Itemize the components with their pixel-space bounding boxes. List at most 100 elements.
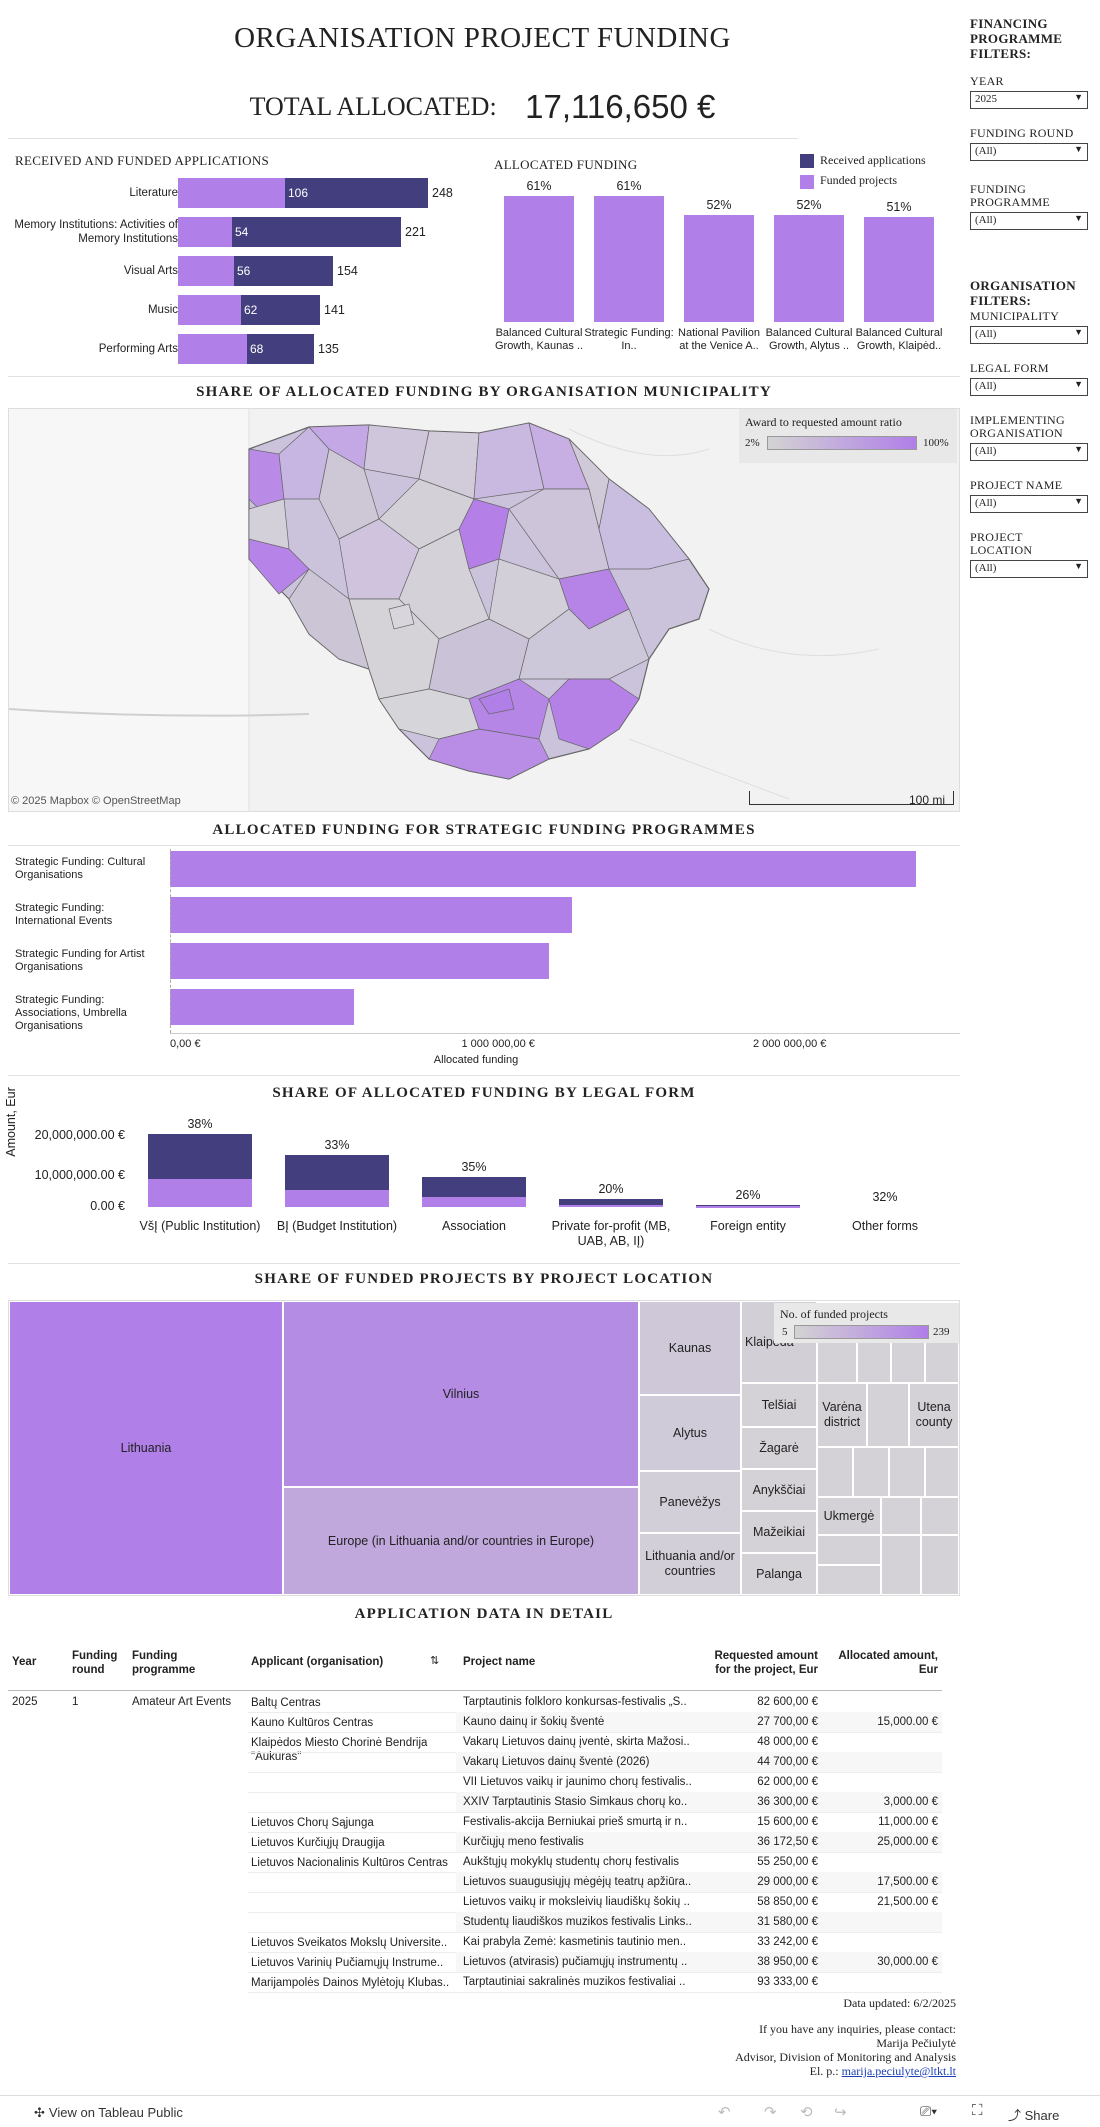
cell-allocated: 25,000.00 € (877, 1836, 938, 1848)
treemap-cell[interactable]: Mažeikiai (741, 1511, 817, 1553)
forward-icon[interactable]: ↪ (834, 2104, 847, 2121)
treemap-cell[interactable] (817, 1535, 881, 1565)
strategic-bar[interactable] (170, 989, 354, 1025)
allocated-bar[interactable] (774, 215, 844, 322)
treemap-cell[interactable]: Vilnius (283, 1301, 639, 1487)
round-select[interactable]: (All) ▼ (970, 143, 1088, 161)
sort-icon[interactable]: ⇅ (430, 1655, 440, 1667)
treemap-cell[interactable]: Alytus (639, 1395, 741, 1471)
treemap-cell[interactable] (881, 1497, 921, 1535)
strategic-bar[interactable] (170, 851, 916, 887)
fullscreen-icon[interactable]: ⛶ (972, 2102, 983, 2119)
treemap-cell[interactable]: Kaunas (639, 1301, 741, 1395)
legal-form-select[interactable]: (All) ▼ (970, 378, 1088, 396)
total-value: 17,116,650 € (525, 88, 716, 125)
treemap-cell[interactable] (921, 1535, 959, 1595)
strategic-tick-label: 2 000 000,00 € (753, 1038, 827, 1050)
treemap-cell[interactable]: Telšiai (741, 1383, 817, 1427)
treemap-cell[interactable] (925, 1341, 959, 1383)
col-round[interactable]: Funding round (72, 1650, 118, 1676)
tableau-logo-icon: ✣ (34, 2105, 45, 2120)
year-label: YEAR (970, 74, 1004, 88)
col-requested[interactable]: Requested amount for the project, Eur (714, 1650, 818, 1676)
treemap-cell[interactable]: Lithuania (9, 1301, 283, 1595)
treemap-legend-min: 5 (782, 1326, 788, 1338)
app-row[interactable]: Music 62 141 (8, 295, 478, 325)
treemap-cell[interactable]: Žagarė (741, 1427, 817, 1469)
legal-funded-bar[interactable] (285, 1190, 389, 1207)
funded-bar[interactable] (178, 217, 232, 247)
treemap-cell[interactable] (925, 1447, 959, 1497)
project-location-treemap[interactable]: Lithuania Vilnius Europe (in Lithuania a… (8, 1300, 960, 1596)
allocated-bar[interactable] (684, 215, 754, 322)
project-name-select[interactable]: (All) ▼ (970, 495, 1088, 513)
applications-title: RECEIVED AND FUNDED APPLICATIONS (15, 153, 270, 168)
treemap-cell[interactable]: Palanga (741, 1553, 817, 1595)
treemap-cell[interactable]: Panevėžys (639, 1471, 741, 1533)
legal-received-bar[interactable] (559, 1199, 663, 1207)
view-on-tableau-button[interactable]: ✣ View on Tableau Public (34, 2105, 183, 2120)
allocated-bar[interactable] (504, 196, 574, 322)
share-button[interactable]: ⤴ Share (1008, 2108, 1060, 2123)
treemap-cell[interactable] (857, 1341, 891, 1383)
implementing-org-select[interactable]: (All) ▼ (970, 443, 1088, 461)
treemap-cell[interactable] (817, 1447, 853, 1497)
municipality-map[interactable]: Award to requested amount ratio 2% 100% … (8, 408, 960, 812)
municipality-select[interactable]: (All) ▼ (970, 326, 1088, 344)
allocated-bar[interactable] (594, 196, 664, 322)
funded-bar[interactable] (178, 295, 241, 325)
treemap-cell[interactable] (921, 1497, 959, 1535)
programme-select[interactable]: (All) ▼ (970, 212, 1088, 230)
legal-funded-bar[interactable] (422, 1197, 526, 1207)
col-programme[interactable]: Funding programme (132, 1650, 196, 1676)
treemap-cell[interactable] (889, 1447, 925, 1497)
map-attribution[interactable]: © 2025 Mapbox © OpenStreetMap (11, 795, 181, 807)
revert-icon[interactable]: ⟲ (800, 2104, 813, 2121)
cell-allocated: 21,500.00 € (877, 1896, 938, 1908)
cell-requested: 15 600,00 € (757, 1816, 818, 1828)
chevron-down-icon: ▼ (1074, 444, 1083, 454)
app-row[interactable]: Literature 106 248 (8, 178, 478, 208)
col-year[interactable]: Year (12, 1656, 37, 1668)
treemap-cell[interactable]: Utena county (909, 1383, 959, 1447)
year-select[interactable]: 2025 ▼ (970, 91, 1088, 109)
page-title: ORGANISATION PROJECT FUNDING (234, 22, 731, 54)
app-row[interactable]: Memory Institutions: Activities of Memor… (8, 217, 478, 247)
treemap-cell[interactable] (891, 1341, 925, 1383)
treemap-cell[interactable]: Varėna district (817, 1383, 867, 1447)
redo-icon[interactable]: ↷ (764, 2104, 777, 2121)
legal-funded-bar[interactable] (148, 1179, 252, 1207)
app-row[interactable]: Performing Arts 68 135 (8, 334, 478, 364)
app-row[interactable]: Visual Arts 56 154 (8, 256, 478, 286)
cell-requested: 58 850,00 € (757, 1896, 818, 1908)
received-value: 221 (405, 225, 426, 239)
funded-bar[interactable] (178, 178, 285, 208)
contact-email-link[interactable]: marija.peciulyte@ltkt.lt (841, 2064, 956, 2078)
treemap-cell[interactable]: Anykščiai (741, 1469, 817, 1511)
treemap-cell[interactable]: Lithuania and/or countries (639, 1533, 741, 1595)
project-location-select[interactable]: (All) ▼ (970, 560, 1088, 578)
funded-bar[interactable] (178, 256, 234, 286)
undo-icon[interactable]: ↶ (718, 2104, 731, 2121)
legal-pct-label: 20% (598, 1182, 624, 1196)
treemap-cell[interactable] (853, 1447, 889, 1497)
treemap-cell[interactable]: Ukmergė (817, 1497, 881, 1535)
treemap-cell[interactable]: Europe (in Lithuania and/or countries in… (283, 1487, 639, 1595)
strategic-bar[interactable] (170, 897, 572, 933)
col-applicant[interactable]: Applicant (organisation) (251, 1656, 384, 1668)
treemap-cell[interactable] (867, 1383, 909, 1447)
funded-bar[interactable] (178, 334, 247, 364)
col-allocated[interactable]: Allocated amount, Eur (838, 1650, 938, 1676)
strategic-bar[interactable] (170, 943, 549, 979)
col-project[interactable]: Project name (463, 1656, 536, 1668)
cell-applicant: Baltų Centras (251, 1697, 321, 1709)
treemap-cell[interactable] (817, 1565, 881, 1595)
treemap-cell[interactable] (881, 1535, 921, 1595)
table-row-bg (456, 1912, 942, 1932)
allocated-bar[interactable] (864, 217, 934, 322)
legal-funded-bar[interactable] (559, 1205, 663, 1207)
treemap-cell[interactable] (817, 1341, 857, 1383)
presentation-icon[interactable]: ⎚▾ (920, 2103, 938, 2119)
strategic-row-label: Strategic Funding: Associations, Umbrell… (15, 994, 127, 1032)
legal-funded-bar[interactable] (696, 1206, 800, 1208)
